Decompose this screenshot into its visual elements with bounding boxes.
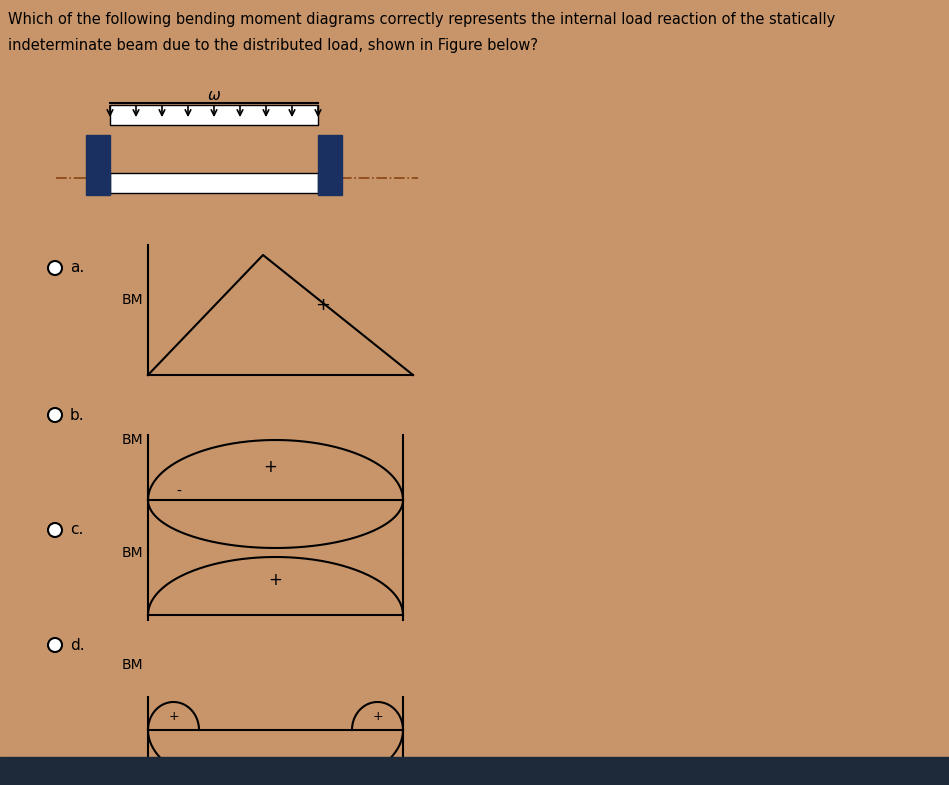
Text: +: + (264, 458, 277, 476)
Text: c.: c. (70, 523, 84, 538)
Text: BM: BM (121, 293, 143, 307)
Circle shape (48, 261, 62, 275)
Text: BM: BM (121, 546, 143, 560)
Bar (110, 173, 318, 193)
Text: d.: d. (70, 637, 84, 652)
Text: -: - (177, 485, 181, 499)
Circle shape (48, 638, 62, 652)
Text: +: + (269, 571, 283, 590)
Bar (110, 105, 318, 125)
Text: +: + (372, 710, 382, 722)
Bar (318, 135, 342, 195)
Text: -: - (273, 762, 278, 776)
Circle shape (48, 523, 62, 537)
Text: BM: BM (121, 658, 143, 672)
Text: Which of the following bending moment diagrams correctly represents the internal: Which of the following bending moment di… (8, 12, 835, 27)
Text: a.: a. (70, 261, 84, 276)
Text: b.: b. (70, 407, 84, 422)
Text: indeterminate beam due to the distributed load, shown in Figure below?: indeterminate beam due to the distribute… (8, 38, 538, 53)
Text: ω: ω (208, 88, 220, 103)
Bar (86, 135, 110, 195)
Text: BM: BM (121, 433, 143, 447)
Circle shape (48, 408, 62, 422)
Text: +: + (315, 296, 330, 314)
Text: +: + (168, 710, 178, 722)
Bar (0, 757, 949, 785)
